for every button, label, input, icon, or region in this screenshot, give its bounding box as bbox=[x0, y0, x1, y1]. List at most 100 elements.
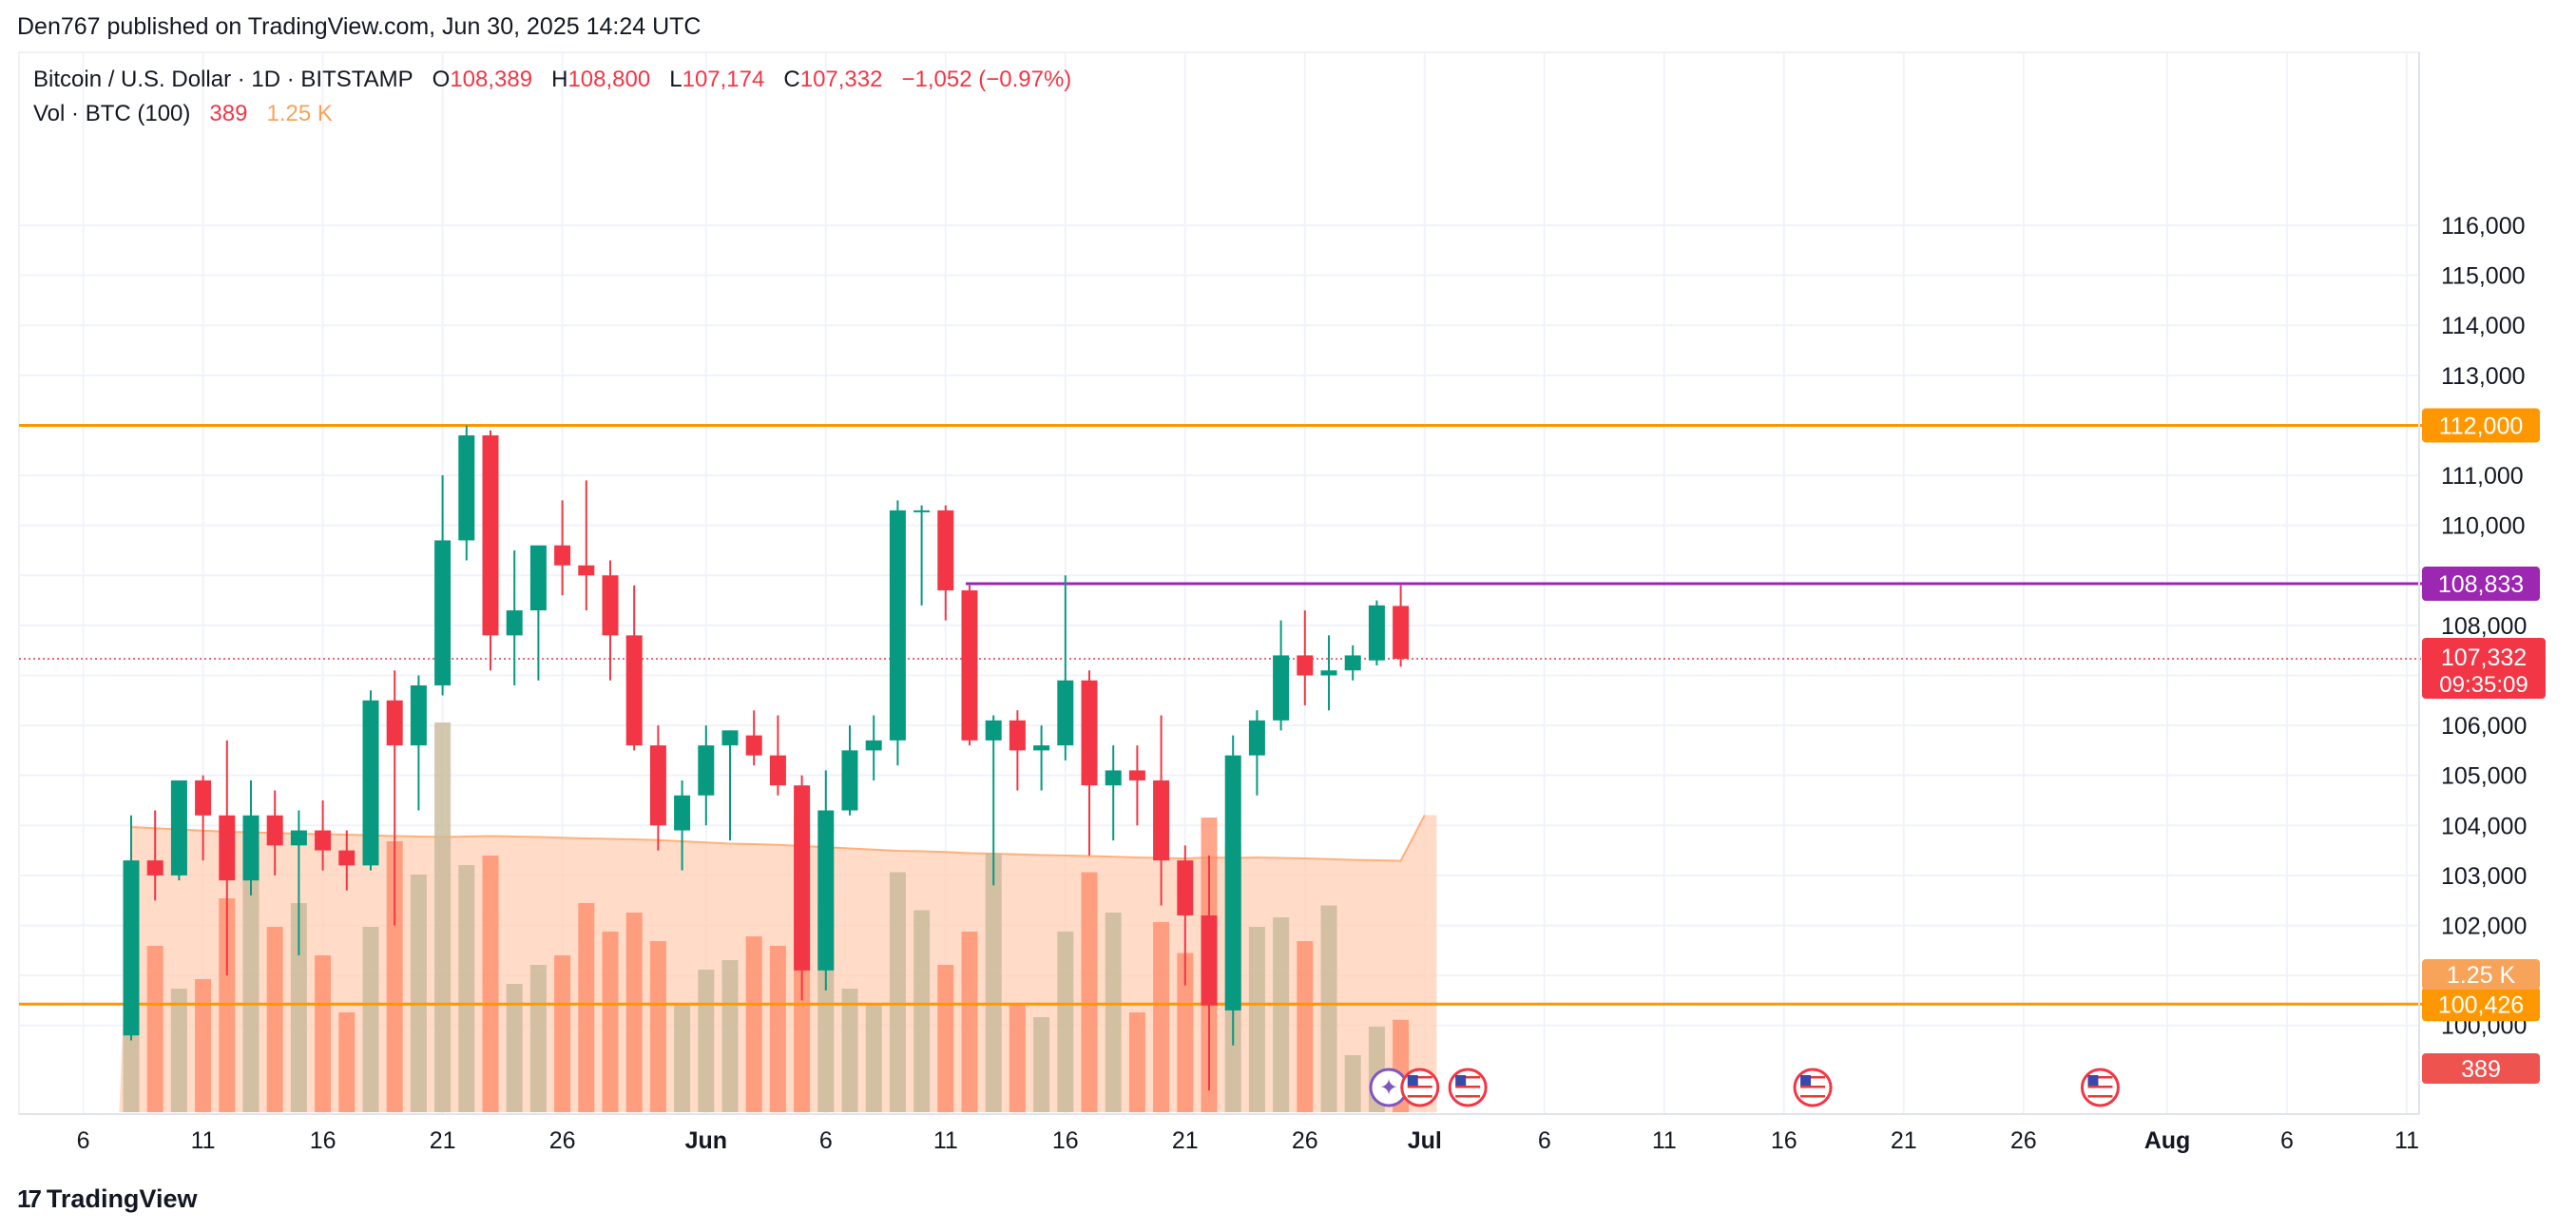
volume-ma-tag: 1.25 K bbox=[2422, 959, 2540, 990]
flag-stripe bbox=[2087, 1090, 2113, 1093]
candle-body bbox=[674, 795, 691, 831]
flag-canton bbox=[1800, 1075, 1812, 1086]
flag-stripe bbox=[1800, 1090, 1826, 1093]
volume-bar bbox=[506, 984, 523, 1112]
candle bbox=[482, 430, 499, 671]
candle bbox=[602, 560, 619, 681]
volume-bar bbox=[1081, 872, 1098, 1112]
candle bbox=[1273, 620, 1290, 731]
time-tick-label: 21 bbox=[1172, 1127, 1199, 1154]
volume-bar bbox=[146, 946, 163, 1112]
candle-body bbox=[985, 720, 1002, 741]
candle bbox=[266, 790, 283, 876]
candle-body bbox=[146, 860, 163, 876]
candle bbox=[674, 780, 691, 871]
flag-canton bbox=[1407, 1075, 1418, 1086]
last-price-countdown: 09:35:09 bbox=[2439, 672, 2528, 698]
level-tag-support: 100,426 bbox=[2422, 987, 2540, 1022]
flag-stripe bbox=[1407, 1090, 1432, 1093]
close-label: C bbox=[783, 67, 800, 92]
volume-bar bbox=[290, 903, 307, 1112]
candle bbox=[146, 810, 163, 901]
last-price-value: 107,332 bbox=[2441, 645, 2527, 671]
flag-stripe bbox=[1455, 1095, 1481, 1098]
volume-bar bbox=[674, 1003, 691, 1112]
candle-body bbox=[434, 540, 452, 685]
candle bbox=[698, 725, 715, 826]
flag-stripe bbox=[1407, 1076, 1432, 1079]
candle-body bbox=[721, 730, 739, 746]
price-tick-label: 115,000 bbox=[2441, 263, 2526, 290]
volume-bar bbox=[1153, 922, 1170, 1112]
candle-body bbox=[1224, 755, 1241, 1011]
candle-body bbox=[506, 610, 523, 636]
legend-volume: Vol · BTC (100) 389 1.25 K bbox=[33, 101, 333, 127]
time-tick-label: 6 bbox=[819, 1127, 833, 1154]
tradingview-logo-icon: 17 bbox=[17, 1184, 42, 1213]
candle-body bbox=[338, 850, 356, 866]
candle bbox=[1344, 645, 1361, 681]
star-glyph: ✦ bbox=[1379, 1075, 1398, 1101]
candle bbox=[745, 710, 762, 766]
volume-bar bbox=[266, 927, 283, 1112]
open-value: 108,389 bbox=[450, 67, 533, 92]
volume-bar bbox=[434, 722, 452, 1112]
time-tick-label: 6 bbox=[1538, 1127, 1551, 1154]
time-tick-label: Jun bbox=[685, 1127, 727, 1154]
candle bbox=[913, 505, 931, 606]
volume-ma-tag-bg bbox=[2422, 959, 2540, 990]
level-tag-resistance: 112,000 bbox=[2422, 408, 2540, 443]
price-tick-label: 111,000 bbox=[2441, 463, 2524, 490]
candle-body bbox=[1273, 655, 1290, 721]
time-tick-label: Jul bbox=[1408, 1127, 1442, 1154]
volume-bar bbox=[1177, 953, 1194, 1112]
candle-body bbox=[698, 745, 715, 796]
price-tick-label: 116,000 bbox=[2441, 213, 2526, 240]
candle bbox=[817, 770, 835, 991]
publish-info: Den767 published on TradingView.com, Jun… bbox=[17, 13, 702, 40]
level-tag-support-bg bbox=[2422, 987, 2540, 1022]
time-tick-label: 11 bbox=[933, 1127, 958, 1154]
candle bbox=[1177, 845, 1194, 986]
flag-stripe bbox=[1407, 1095, 1432, 1098]
candle bbox=[1320, 635, 1337, 711]
volume-bar bbox=[578, 903, 595, 1112]
price-tick-label: 106,000 bbox=[2441, 713, 2527, 740]
candle bbox=[649, 725, 666, 851]
tradingview-brand[interactable]: 17 TradingView bbox=[17, 1184, 197, 1214]
candle-body bbox=[170, 780, 187, 876]
volume-label: Vol · BTC (100) bbox=[33, 101, 191, 126]
legend-ohlc: Bitcoin / U.S. Dollar · 1D · BITSTAMP O1… bbox=[33, 67, 1071, 93]
candle bbox=[1128, 745, 1145, 826]
flag-stripe bbox=[1800, 1076, 1826, 1079]
candle-body bbox=[1177, 860, 1194, 915]
us-flag-event-icon bbox=[1400, 1068, 1440, 1107]
flag-stripe bbox=[1800, 1095, 1826, 1098]
flag-stripe bbox=[1407, 1081, 1432, 1084]
candle-body bbox=[817, 810, 835, 971]
candle bbox=[338, 830, 356, 891]
candle-body bbox=[195, 780, 212, 816]
candle bbox=[1033, 725, 1050, 791]
volume-tag-text: 389 bbox=[2461, 1056, 2501, 1083]
candle bbox=[195, 775, 212, 861]
time-tick-label: 21 bbox=[430, 1127, 456, 1154]
volume-bar bbox=[1320, 905, 1337, 1112]
candle-body bbox=[362, 700, 379, 866]
candle-body bbox=[1297, 655, 1314, 676]
volume-bar bbox=[529, 965, 547, 1112]
candle-body bbox=[649, 745, 666, 826]
flag-canton bbox=[1455, 1075, 1467, 1086]
candle bbox=[362, 690, 379, 871]
candle bbox=[1201, 855, 1218, 1091]
price-tick-label: 108,000 bbox=[2441, 613, 2527, 640]
candle bbox=[315, 799, 332, 871]
volume-bar bbox=[841, 989, 858, 1112]
volume-bar bbox=[242, 856, 260, 1112]
volume-bar bbox=[386, 841, 403, 1112]
candle bbox=[961, 585, 978, 746]
candle bbox=[1368, 600, 1385, 665]
